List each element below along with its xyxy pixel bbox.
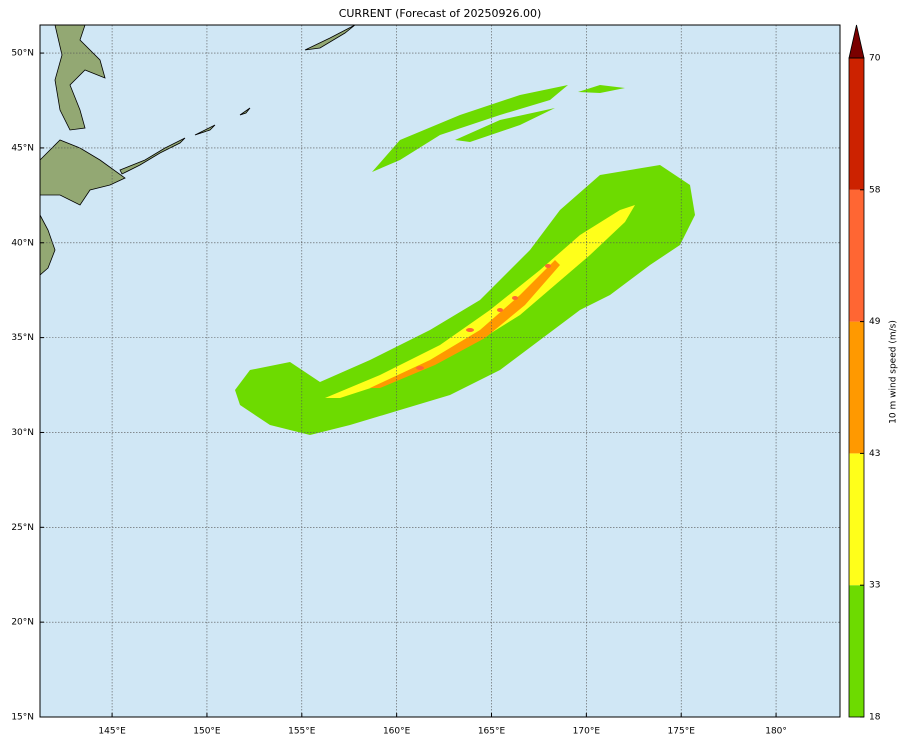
lat-tick-label: 45°N xyxy=(11,143,34,153)
wind-area-33 xyxy=(372,85,625,172)
map-layer xyxy=(39,24,695,435)
colorbar-label: 10 m wind speed (m/s) xyxy=(889,320,899,424)
colorbar-extension xyxy=(848,24,865,59)
lat-tick-label: 15°N xyxy=(11,713,34,723)
lat-tick-label: 25°N xyxy=(11,523,34,533)
colorbar-tick-label: 58 xyxy=(869,185,881,195)
wind-area-58 xyxy=(416,264,551,370)
lon-tick-label: 165°E xyxy=(478,727,506,737)
colorbar-frame xyxy=(848,57,865,718)
colorbar-segment xyxy=(849,58,864,190)
colorbar-tick-label: 43 xyxy=(869,449,880,459)
colorbar-segment xyxy=(849,453,864,586)
lat-tick-label: 35°N xyxy=(11,333,34,343)
map-frame xyxy=(39,24,841,718)
lon-tick-label: 170°E xyxy=(573,727,601,737)
lat-tick-label: 40°N xyxy=(11,238,34,248)
colorbar-segment xyxy=(849,189,864,322)
colorbar-segment xyxy=(849,585,864,717)
colorbar-tick-label: 49 xyxy=(869,317,881,327)
lat-tick-label: 50°N xyxy=(11,49,34,59)
lon-tick-label: 145°E xyxy=(98,727,126,737)
lon-tick-label: 160°E xyxy=(383,727,411,737)
colorbar-tick-label: 70 xyxy=(869,54,881,64)
lon-tick-label: 150°E xyxy=(193,727,221,737)
wind-area-33 xyxy=(235,165,695,435)
lon-tick-label: 155°E xyxy=(288,727,316,737)
colorbar-tick-label: 33 xyxy=(869,581,880,591)
lat-tick-label: 20°N xyxy=(11,618,34,628)
colorbar-tick-label: 18 xyxy=(869,713,881,723)
kuril-islands xyxy=(119,24,356,175)
lon-tick-label: 175°E xyxy=(668,727,696,737)
wind-area-43 xyxy=(325,205,635,398)
colorbar-segment xyxy=(849,321,864,454)
hokkaido xyxy=(39,139,126,206)
map-title: CURRENT (Forecast of 20250926.00) xyxy=(339,7,542,20)
lat-tick-label: 30°N xyxy=(11,428,34,438)
sakhalin xyxy=(54,24,106,131)
lon-tick-label: 180° xyxy=(765,727,787,737)
